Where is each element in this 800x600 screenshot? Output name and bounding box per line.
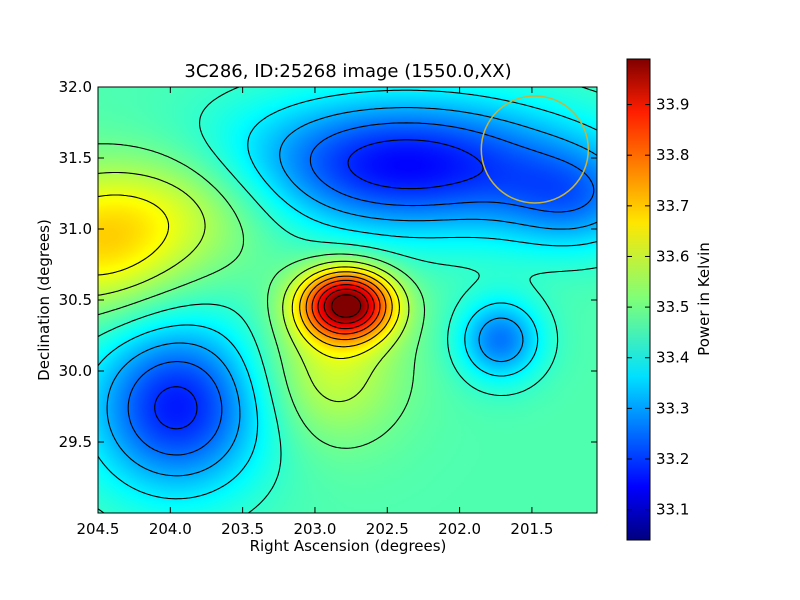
y-tick-label: 31.0 <box>59 220 92 238</box>
contour-line <box>154 139 484 430</box>
y-tick-label: 30.5 <box>59 291 92 309</box>
x-tick-label: 202.0 <box>438 520 481 538</box>
contour-line <box>323 288 369 324</box>
contour-line <box>98 171 410 403</box>
x-tick-label: 204.0 <box>149 520 192 538</box>
colorbar-tick-label: 33.3 <box>656 399 689 417</box>
heatmap-image <box>98 87 597 513</box>
contour-line <box>106 107 597 477</box>
y-tick-label: 30.0 <box>59 362 92 380</box>
colorbar-tick-label: 33.1 <box>656 501 689 519</box>
x-axis-ticks: 204.5 204.0 203.5 203.0 202.5 202.0 201.5 <box>77 87 553 538</box>
chart-title: 3C286, ID:25268 image (1550.0,XX) <box>184 61 511 82</box>
x-tick-label: 203.0 <box>293 520 336 538</box>
contour-line <box>98 87 597 513</box>
contour-line <box>299 271 393 348</box>
colorbar-tick-label: 33.2 <box>656 450 689 468</box>
x-tick-label: 202.5 <box>366 520 409 538</box>
y-axis-label: Declination (degrees) <box>35 219 53 381</box>
contour-line <box>311 279 381 335</box>
contour-line <box>331 294 362 318</box>
colorbar-ticks: 33.9 33.8 33.7 33.6 33.5 33.4 33.3 33.2 33.1 <box>627 96 689 519</box>
x-tick-label: 203.5 <box>221 520 264 538</box>
contour-line <box>317 284 375 330</box>
x-tick-label: 204.5 <box>77 520 120 538</box>
contour-line <box>98 143 426 449</box>
colorbar-tick-label: 33.8 <box>656 146 689 164</box>
x-tick-label: 201.5 <box>510 520 553 538</box>
y-tick-label: 29.5 <box>59 433 92 451</box>
contour-line <box>98 194 400 360</box>
x-axis-label: Right Ascension (degrees) <box>250 537 447 555</box>
y-tick-label: 31.5 <box>59 149 92 167</box>
contour-line <box>98 89 597 500</box>
colorbar-tick-label: 33.4 <box>656 349 689 367</box>
contour-lines <box>98 87 597 513</box>
y-axis-ticks: 32.0 31.5 31.0 30.5 30.0 29.5 <box>59 78 597 451</box>
colorbar-tick-label: 33.9 <box>656 96 689 114</box>
colorbar <box>626 58 651 541</box>
colorbar-label: Power in Kelvin <box>695 242 713 356</box>
colorbar-tick-label: 33.7 <box>656 197 689 215</box>
contour-line <box>305 275 387 341</box>
colorbar-tick-label: 33.6 <box>656 247 689 265</box>
colorbar-tick-label: 33.5 <box>656 298 689 316</box>
y-tick-label: 32.0 <box>59 78 92 96</box>
beam-circle <box>480 95 590 204</box>
